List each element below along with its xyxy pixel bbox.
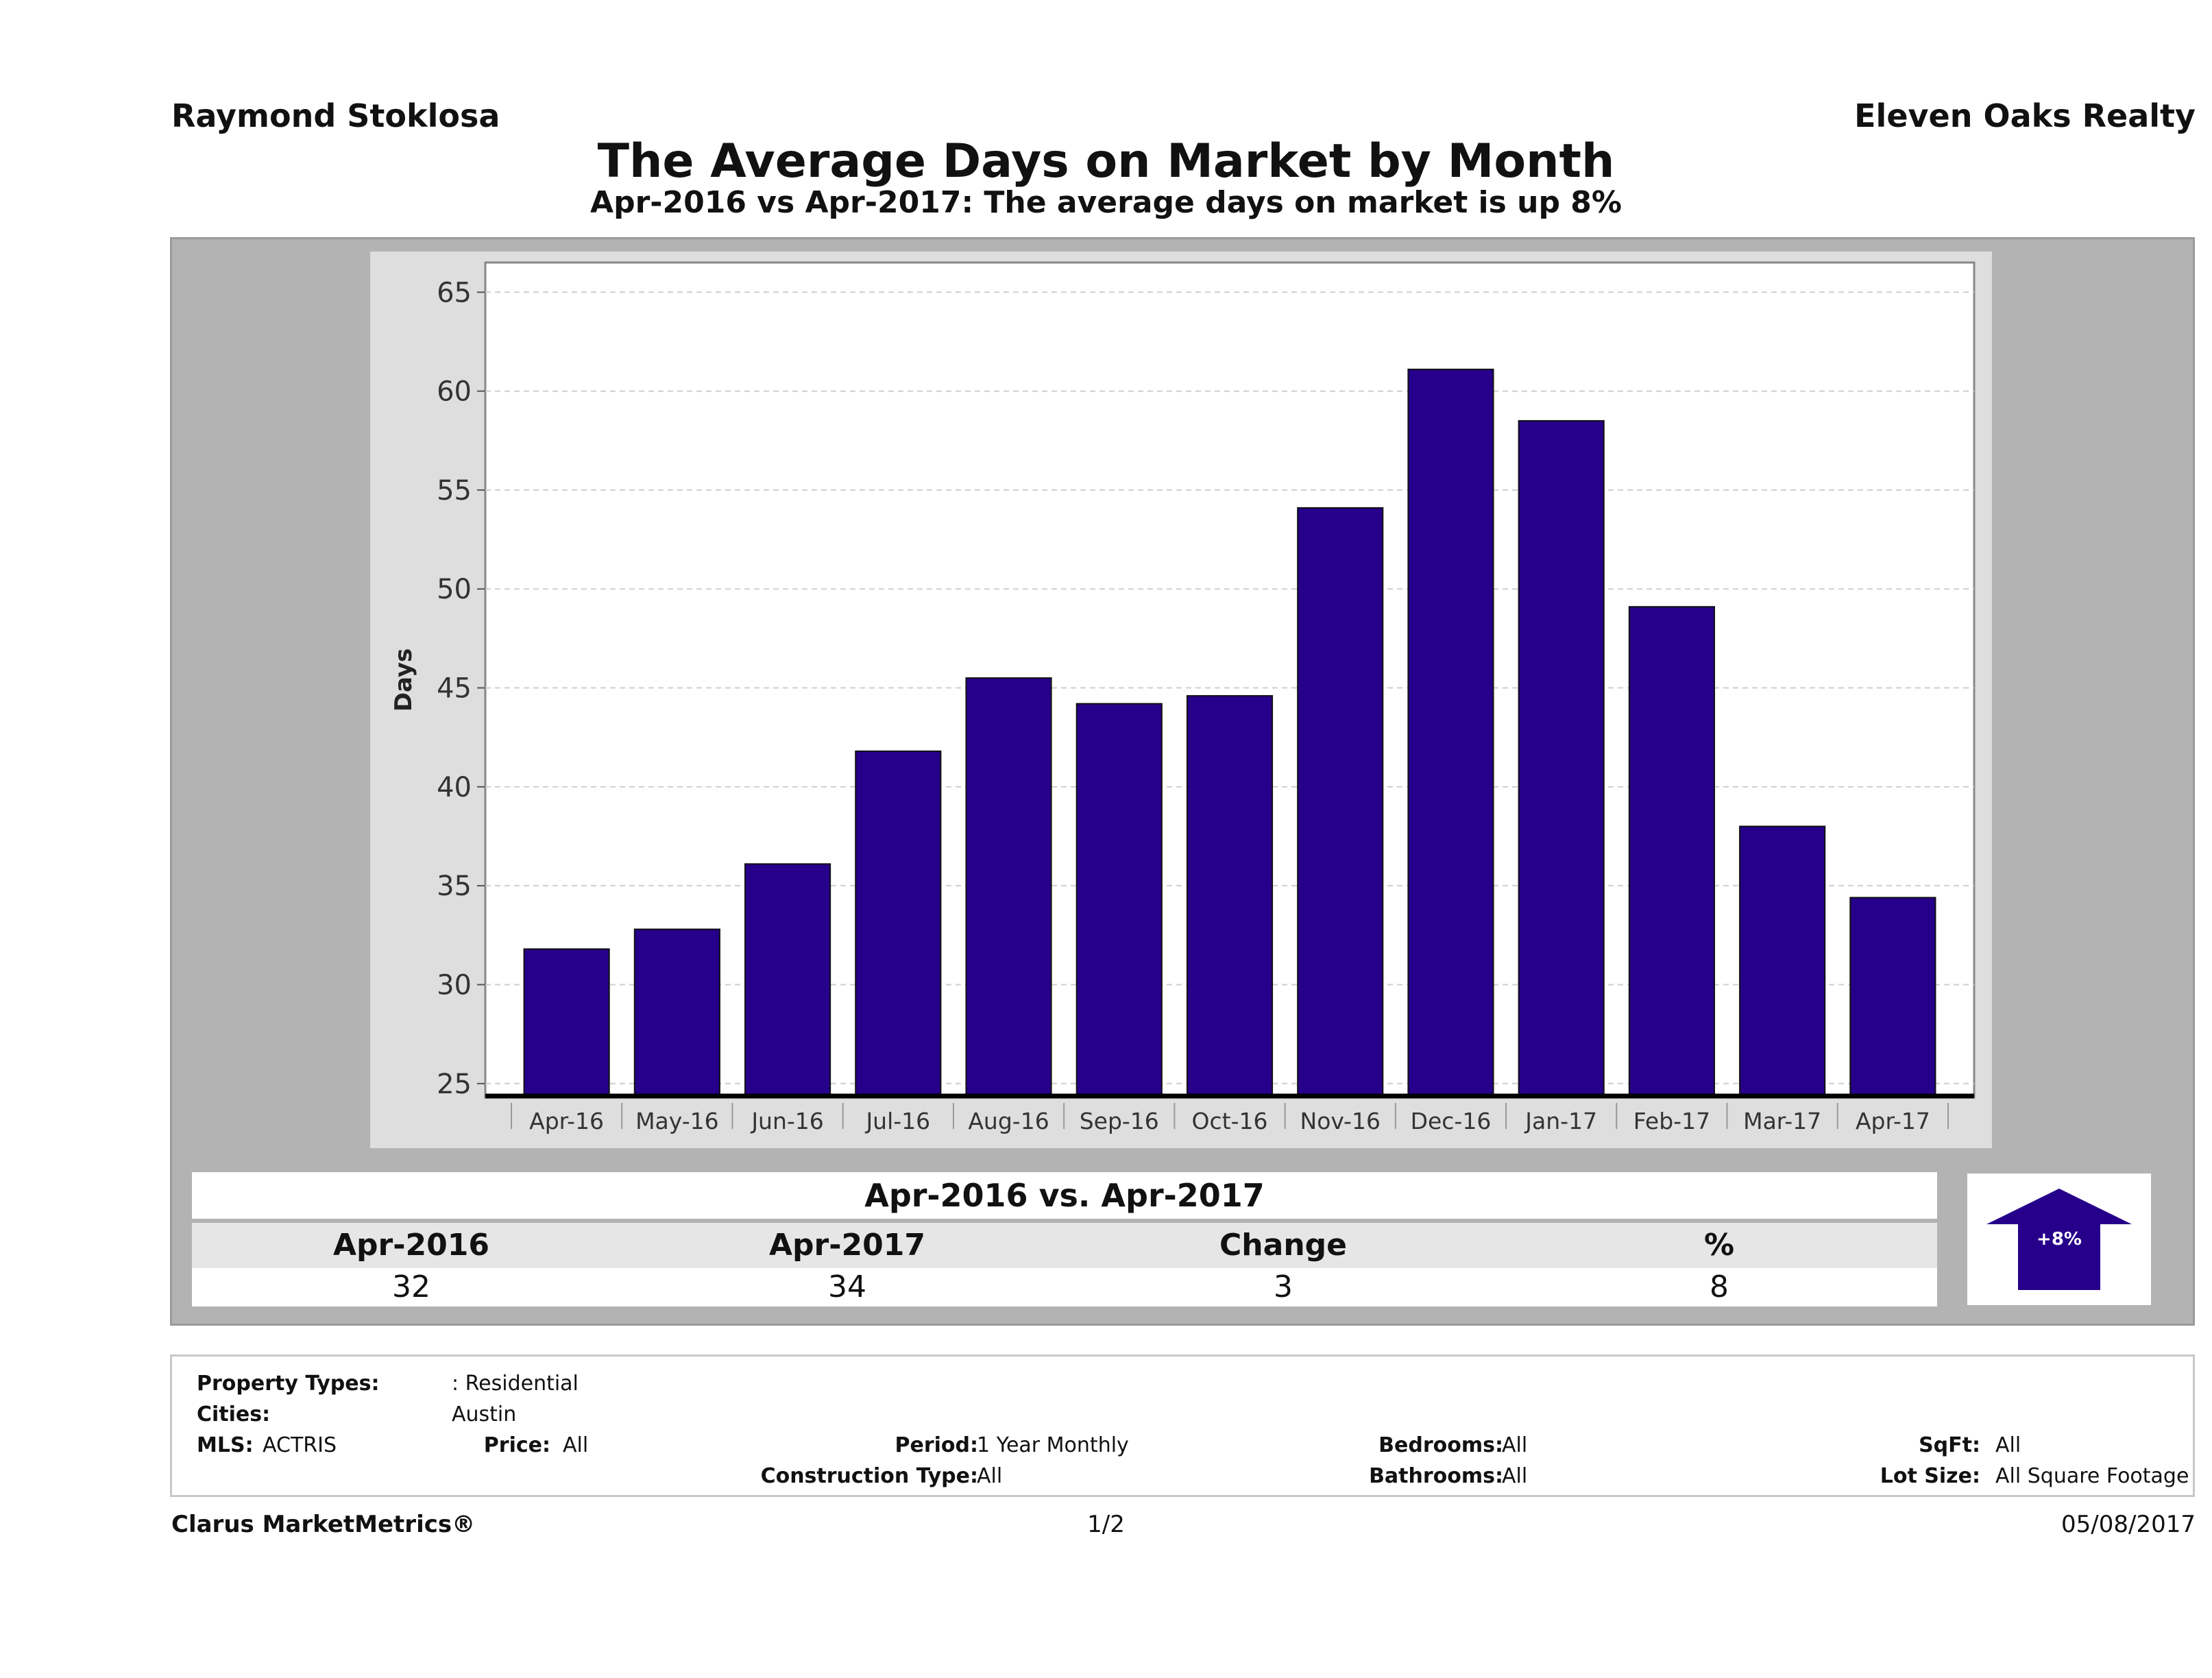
change-badge: +8%	[1967, 1174, 2151, 1305]
bathrooms-label: Bathrooms:	[1369, 1464, 1503, 1488]
y-tick-label: 35	[437, 871, 472, 902]
period-value: 1 Year Monthly	[977, 1433, 1129, 1457]
property-types-value: : Residential	[452, 1372, 579, 1396]
y-tick-label: 30	[437, 969, 472, 1001]
lot-size-value: All Square Footage	[1995, 1464, 2189, 1488]
bar	[1407, 368, 1494, 1099]
y-tick-label: 45	[437, 673, 472, 705]
up-arrow-icon: +8%	[1986, 1189, 2132, 1290]
x-tick-label: Mar-17	[1743, 1108, 1821, 1134]
cities-value: Austin	[452, 1402, 517, 1426]
y-axis-label: Days	[390, 648, 417, 712]
price-label: Price:	[483, 1433, 550, 1457]
x-tick-label: Oct-16	[1192, 1108, 1268, 1134]
construction-type-label: Construction Type:	[760, 1464, 978, 1488]
bar	[523, 948, 610, 1099]
summary-header-end: Apr-2017	[769, 1228, 925, 1263]
footer-brand: Clarus MarketMetrics®	[171, 1511, 476, 1538]
x-tick-label: Feb-17	[1633, 1108, 1710, 1134]
x-tick-label: May-16	[635, 1108, 719, 1134]
property-types-label: Property Types:	[197, 1372, 380, 1396]
price-value: All	[563, 1433, 589, 1457]
page-number: 1/2	[1087, 1511, 1125, 1538]
badge-label: +8%	[2037, 1229, 2082, 1250]
construction-type-value: All	[977, 1464, 1003, 1488]
x-tick-label: Apr-16	[529, 1108, 604, 1134]
x-tick-label: Apr-17	[1856, 1108, 1930, 1134]
x-tick-label: Jan-17	[1524, 1108, 1597, 1134]
summary-value-end: 34	[828, 1269, 866, 1304]
sqft-label: SqFt:	[1919, 1433, 1980, 1457]
page-subtitle: Apr-2016 vs Apr-2017: The average days o…	[590, 185, 1622, 220]
sqft-value: All	[1995, 1433, 2021, 1457]
summary-header-start: Apr-2016	[333, 1228, 489, 1263]
agent-name: Raymond Stoklosa	[171, 97, 500, 134]
mls-label: MLS:	[197, 1433, 254, 1457]
bar	[1739, 825, 1826, 1098]
bar	[1849, 897, 1936, 1098]
period-label: Period:	[895, 1433, 979, 1457]
cities-label: Cities:	[197, 1402, 271, 1426]
bar-chart: 25 30 35 40 45 50 55 60 65 Days Apr-16 May-16 Jun-16…	[390, 261, 1976, 1134]
criteria-panel: Property Types: : Residential Cities: Au…	[170, 1354, 2195, 1497]
y-tick-label: 40	[437, 772, 472, 803]
summary-value-row: 32 34 3 8	[192, 1268, 1937, 1306]
x-tick-label: Jun-16	[750, 1108, 823, 1134]
summary-header-change: Change	[1219, 1228, 1347, 1263]
x-tick-label: Aug-16	[968, 1108, 1049, 1134]
summary-value-change: 3	[1274, 1269, 1293, 1304]
y-tick-label: 25	[437, 1069, 472, 1100]
summary-value-start: 32	[392, 1269, 430, 1304]
bar	[1186, 695, 1274, 1098]
bar	[633, 928, 720, 1099]
x-tick-label: Nov-16	[1300, 1108, 1381, 1134]
bedrooms-label: Bedrooms:	[1378, 1433, 1503, 1457]
lot-size-label: Lot Size:	[1880, 1464, 1980, 1488]
report-date: 05/08/2017	[2061, 1511, 2196, 1538]
x-tick-label: Sep-16	[1080, 1108, 1159, 1134]
bedrooms-value: All	[1502, 1433, 1528, 1457]
y-tick-label: 50	[437, 574, 472, 605]
summary-header-row: Apr-2016 Apr-2017 Change %	[192, 1223, 1937, 1268]
summary-header-percent: %	[1703, 1228, 1735, 1263]
company-name: Eleven Oaks Realty	[1854, 97, 2196, 134]
summary-value-percent: 8	[1710, 1269, 1729, 1304]
bar	[855, 750, 942, 1098]
bar	[1075, 703, 1163, 1098]
y-tick-label: 65	[437, 277, 472, 308]
summary-title: Apr-2016 vs. Apr-2017	[192, 1172, 1937, 1219]
bar	[1628, 606, 1715, 1098]
bar	[744, 863, 831, 1098]
mls-value: ACTRIS	[263, 1433, 337, 1457]
y-tick-label: 55	[437, 475, 472, 507]
page-title: The Average Days on Market by Month	[597, 134, 1615, 189]
x-tick-label: Dec-16	[1411, 1108, 1492, 1134]
x-tick-label: Jul-16	[864, 1108, 930, 1134]
bar	[965, 677, 1052, 1098]
y-tick-label: 60	[437, 376, 472, 408]
bar	[1297, 507, 1384, 1098]
bathrooms-value: All	[1502, 1464, 1528, 1488]
bar	[1518, 420, 1605, 1099]
